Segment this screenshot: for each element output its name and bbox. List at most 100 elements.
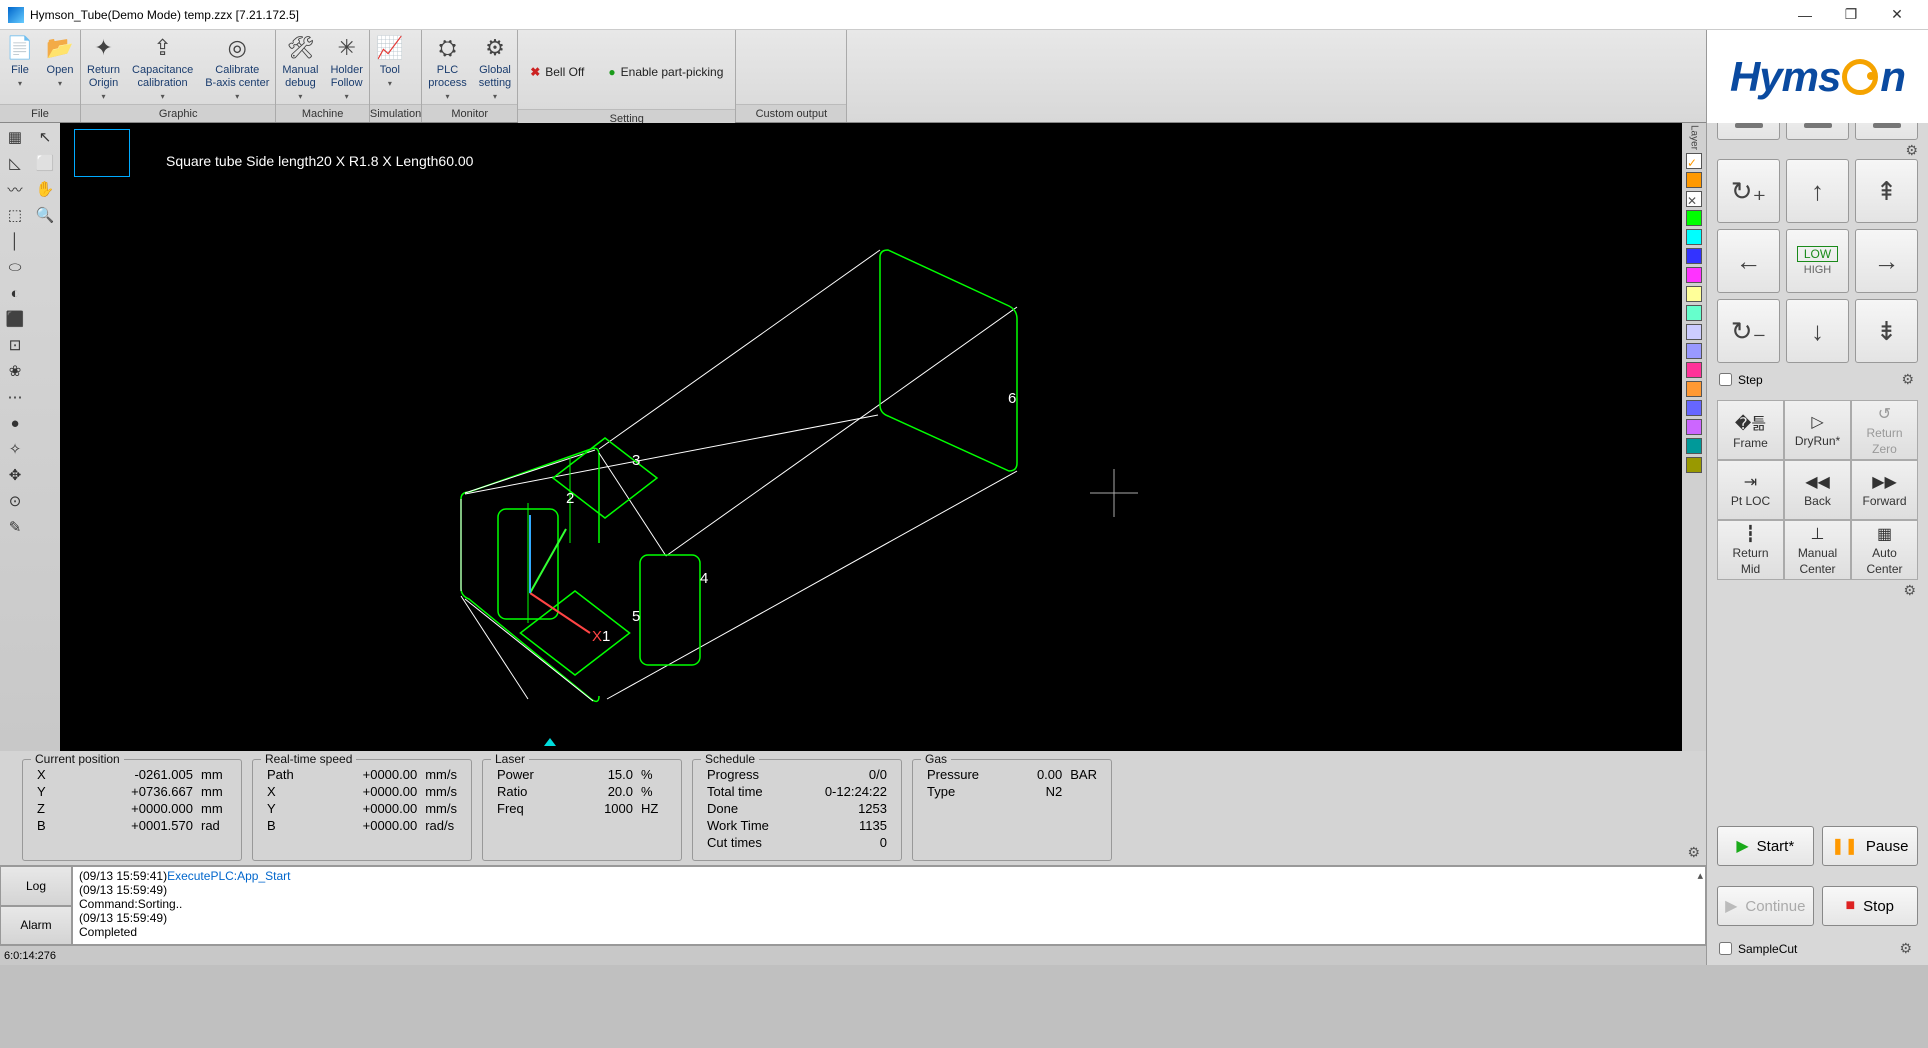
file-icon: 📄 — [6, 34, 34, 62]
stop-button[interactable]: ■Stop — [1822, 886, 1919, 926]
layer-swatch-11[interactable] — [1686, 362, 1702, 378]
jog-2-0[interactable]: ↻₋ — [1717, 299, 1780, 363]
tool-6[interactable]: ◐ — [2, 281, 28, 305]
tool-button[interactable]: 📈Tool▾ — [370, 34, 410, 90]
capacitance-icon: ⇪ — [149, 34, 177, 62]
return-mid-button[interactable]: ┇ReturnMid — [1717, 520, 1784, 580]
file-button[interactable]: 📄File▾ — [0, 34, 40, 90]
tool2-2[interactable]: ✋ — [32, 177, 58, 201]
dryrun*-button[interactable]: ▷DryRun* — [1784, 400, 1851, 460]
auto-center-button[interactable]: ▦AutoCenter — [1851, 520, 1918, 580]
layer-swatch-6[interactable] — [1686, 267, 1702, 283]
close-button[interactable]: ✕ — [1874, 0, 1920, 30]
jog-1-0[interactable]: ← — [1717, 229, 1780, 293]
layer-swatch-12[interactable] — [1686, 381, 1702, 397]
log-line: (09/13 15:59:41)ExecutePLC:App_Start — [79, 869, 1699, 883]
layer-swatch-0[interactable]: ✓ — [1686, 153, 1702, 169]
tool-4[interactable]: │ — [2, 229, 28, 253]
log-text[interactable]: ▴(09/13 15:59:41)ExecutePLC:App_Start(09… — [72, 866, 1706, 945]
canvas[interactable]: Square tube Side length20 X R1.8 X Lengt… — [60, 123, 1682, 751]
speed-panel: Real-time speedPath+0000.00mm/sX+0000.00… — [252, 759, 472, 861]
tool2-0[interactable]: ↖ — [32, 125, 58, 149]
sched-panel: ScheduleProgress0/0Total time0-12:24:22D… — [692, 759, 902, 861]
gear-icon[interactable]: ⚙ — [1687, 844, 1700, 861]
layer-swatch-4[interactable] — [1686, 229, 1702, 245]
layer-swatch-7[interactable] — [1686, 286, 1702, 302]
step-checkbox[interactable] — [1719, 373, 1732, 386]
ribbon: 📄File▾📂Open▾ File✦ReturnOrigin▾⇪Capacitan… — [0, 30, 1706, 123]
tool-11[interactable]: ● — [2, 411, 28, 435]
back-button[interactable]: ◀◀Back — [1784, 460, 1851, 520]
pause-button[interactable]: ❚❚Pause — [1822, 826, 1919, 866]
tool-2[interactable]: 〰 — [2, 177, 28, 201]
tool-3[interactable]: ⬚ — [2, 203, 28, 227]
global-button[interactable]: ⚙Globalsetting▾ — [473, 34, 517, 104]
samplecut-checkbox[interactable] — [1719, 942, 1732, 955]
tool-0[interactable]: ▦ — [2, 125, 28, 149]
layer-swatch-5[interactable] — [1686, 248, 1702, 264]
gas-caption: Gas — [921, 752, 951, 766]
jog-1-2[interactable]: → — [1855, 229, 1918, 293]
open-button[interactable]: 📂Open▾ — [40, 34, 80, 90]
tool-15[interactable]: ✎ — [2, 515, 28, 539]
layer-swatch-3[interactable] — [1686, 210, 1702, 226]
log-tab[interactable]: Log — [0, 866, 72, 906]
layer-swatch-2[interactable]: ✕ — [1686, 191, 1702, 207]
alarm-tab[interactable]: Alarm — [0, 906, 72, 946]
layer-swatch-1[interactable]: ✓ — [1686, 172, 1702, 188]
maximize-button[interactable]: ❐ — [1828, 0, 1874, 30]
pt-loc-button[interactable]: ⇥Pt LOC — [1717, 460, 1784, 520]
frame-button[interactable]: �틂Frame — [1717, 400, 1784, 460]
jog-2-2[interactable]: ⇟ — [1855, 299, 1918, 363]
global-icon: ⚙ — [481, 34, 509, 62]
tool-14[interactable]: ⊙ — [2, 489, 28, 513]
tool-12[interactable]: ✧ — [2, 437, 28, 461]
tool-7[interactable]: ⬛ — [2, 307, 28, 331]
calibrate-b-icon: ◎ — [223, 34, 251, 62]
layer-swatch-16[interactable] — [1686, 457, 1702, 473]
jog-0-2[interactable]: ⇞ — [1855, 159, 1918, 223]
ribbon-group-label: Machine — [276, 104, 368, 122]
log-line: (09/13 15:59:49) — [79, 883, 1699, 897]
layer-swatch-13[interactable] — [1686, 400, 1702, 416]
layer-swatch-8[interactable] — [1686, 305, 1702, 321]
jog-0-1[interactable]: ↑ — [1786, 159, 1849, 223]
layer-label: Layer — [1689, 125, 1700, 150]
layer-swatch-15[interactable] — [1686, 438, 1702, 454]
plc-button[interactable]: ⛭PLCprocess▾ — [422, 34, 473, 104]
gear-icon[interactable]: ⚙ — [1899, 940, 1916, 957]
ribbon-group-label: Graphic — [81, 104, 275, 122]
layer-swatch-9[interactable] — [1686, 324, 1702, 340]
gear-icon[interactable]: ⚙ — [1707, 580, 1928, 601]
tool2-3[interactable]: 🔍 — [32, 203, 58, 227]
bell-toggle[interactable]: ✖Bell Off — [518, 34, 596, 109]
layer-swatch-14[interactable] — [1686, 419, 1702, 435]
return-origin-button[interactable]: ✦ReturnOrigin▾ — [81, 34, 126, 104]
tool-9[interactable]: ❀ — [2, 359, 28, 383]
gear-icon[interactable]: ⚙ — [1901, 371, 1918, 388]
jog-2-1[interactable]: ↓ — [1786, 299, 1849, 363]
jog-0-0[interactable]: ↻₊ — [1717, 159, 1780, 223]
scroll-up-icon[interactable]: ▴ — [1697, 869, 1703, 882]
start-button[interactable]: ▶Start* — [1717, 826, 1814, 866]
ribbon-group-label: File — [0, 104, 80, 122]
capacitance-button[interactable]: ⇪Capacitancecalibration▾ — [126, 34, 199, 104]
tool-8[interactable]: ⊡ — [2, 333, 28, 357]
manual-debug-button[interactable]: 🛠Manualdebug▾ — [276, 34, 324, 104]
tool-5[interactable]: ⬭ — [2, 255, 28, 279]
tool-13[interactable]: ✥ — [2, 463, 28, 487]
holder-follow-button[interactable]: ✳HolderFollow▾ — [324, 34, 368, 104]
calibrate-b-button[interactable]: ◎CalibrateB-axis center▾ — [199, 34, 275, 104]
forward-button[interactable]: ▶▶Forward — [1851, 460, 1918, 520]
layer-swatch-10[interactable] — [1686, 343, 1702, 359]
jog-1-1[interactable]: LOWHIGH — [1786, 229, 1849, 293]
minimize-button[interactable]: — — [1782, 0, 1828, 30]
tool2-1[interactable]: ⬜ — [32, 151, 58, 175]
right-panel: ShutterAimingLaserFollowBlowN2⚙↻₊↑⇞←LOWH… — [1706, 30, 1928, 965]
gear-icon[interactable]: ⚙ — [1717, 142, 1918, 159]
manual-center-button[interactable]: ⊥ManualCenter — [1784, 520, 1851, 580]
part-pick-toggle[interactable]: ●Enable part-picking — [596, 34, 735, 109]
tool-10[interactable]: ⋯ — [2, 385, 28, 409]
svg-text:4: 4 — [700, 570, 708, 587]
tool-1[interactable]: ◺ — [2, 151, 28, 175]
